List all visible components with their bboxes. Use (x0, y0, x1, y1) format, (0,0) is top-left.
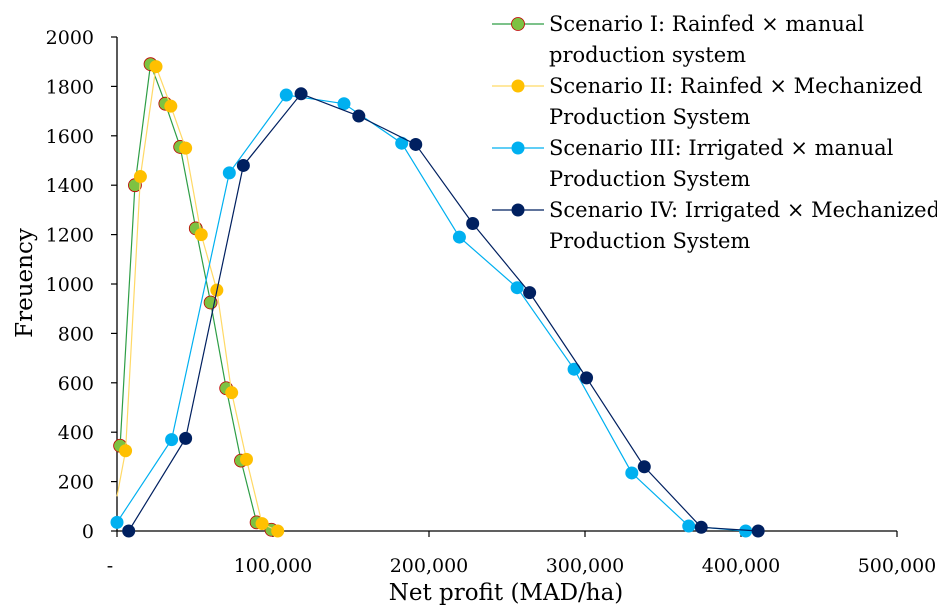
legend-label: Scenario II: Rainfed × Mechanized (549, 74, 923, 98)
legend-label: Production System (549, 167, 750, 191)
data-point (395, 136, 409, 150)
data-point (337, 97, 351, 111)
y-tick-label: 800 (58, 323, 94, 345)
data-point (294, 87, 308, 101)
series-3 (110, 88, 753, 538)
y-tick-label: 400 (58, 422, 94, 444)
data-point (271, 524, 285, 538)
legend-marker (511, 203, 525, 217)
legend-entry-1: Scenario I: Rainfed × manual production s… (492, 12, 864, 67)
data-point (222, 166, 236, 180)
legend: Scenario I: Rainfed × manual production s… (492, 12, 937, 253)
data-point (637, 460, 651, 474)
data-point (510, 281, 524, 295)
y-tick-label: 600 (58, 373, 94, 395)
axes (116, 37, 897, 532)
y-tick-label: 1600 (46, 126, 94, 148)
data-point (466, 216, 480, 230)
data-point (409, 137, 423, 151)
data-point (122, 524, 136, 538)
x-tick-label: 400,000 (702, 555, 781, 577)
legend-label: Scenario I: Rainfed × manual (549, 12, 864, 36)
data-point (149, 60, 163, 74)
data-point (567, 362, 581, 376)
data-point (255, 517, 269, 531)
legend-label: Production System (549, 229, 750, 253)
data-point (580, 371, 594, 385)
data-point (133, 170, 147, 184)
legend-label: Scenario III: Irrigated × manual (549, 136, 894, 160)
legend-entry-3: Scenario III: Irrigated × manual Producti… (492, 136, 894, 191)
legend-entry-2: Scenario II: Rainfed × Mechanized Product… (492, 74, 923, 129)
data-point (119, 444, 133, 458)
series-4 (122, 87, 765, 538)
plot-area (110, 57, 765, 538)
data-point (164, 99, 178, 113)
data-point (179, 431, 193, 445)
data-point (523, 286, 537, 300)
data-point (279, 88, 293, 102)
x-tick-label: 100,000 (234, 555, 313, 577)
legend-marker (511, 79, 525, 93)
legend-marker (511, 17, 525, 31)
data-point (452, 230, 466, 244)
y-tick-label: 0 (82, 521, 94, 543)
legend-label: Scenario IV: Irrigated × Mechanized (549, 198, 937, 222)
legend-label: production system (549, 43, 746, 67)
y-axis-title: Freuency (12, 228, 38, 338)
data-point (179, 141, 193, 155)
data-point (225, 386, 239, 400)
x-tick-label: 500,000 (858, 555, 937, 577)
series-line (116, 94, 746, 532)
legend-entry-4: Scenario IV: Irrigated × Mechanized Produ… (492, 198, 937, 253)
data-point (194, 228, 208, 242)
series-line (116, 66, 278, 532)
y-tick-labels: 0 200 400 600 800 1000 1200 1400 1600 1800 2000 (46, 27, 117, 543)
x-tick-label: - (107, 555, 113, 577)
y-tick-label: 1000 (46, 274, 94, 296)
legend-label: Production System (549, 105, 750, 129)
data-point (165, 433, 179, 447)
series-line (128, 93, 759, 532)
series-1 (113, 57, 279, 537)
data-point (625, 466, 639, 480)
data-point (352, 109, 366, 123)
x-tick-label: 200,000 (390, 555, 469, 577)
data-point (236, 158, 250, 172)
data-point (239, 452, 253, 466)
y-tick-label: 1800 (46, 76, 94, 98)
data-point (751, 524, 765, 538)
legend-marker (511, 141, 525, 155)
y-tick-label: 200 (58, 472, 94, 494)
x-tick-label: 300,000 (546, 555, 625, 577)
x-axis-title: Net profit (MAD/ha) (389, 580, 624, 605)
data-point (110, 515, 124, 529)
x-tick-labels: - 100,000 200,000 300,000 400,000 500,000 (107, 531, 937, 577)
y-tick-label: 1400 (46, 175, 94, 197)
data-point (739, 524, 753, 538)
y-tick-label: 2000 (46, 27, 94, 49)
y-tick-label: 1200 (46, 225, 94, 247)
data-point (682, 519, 696, 533)
data-point (694, 520, 708, 534)
